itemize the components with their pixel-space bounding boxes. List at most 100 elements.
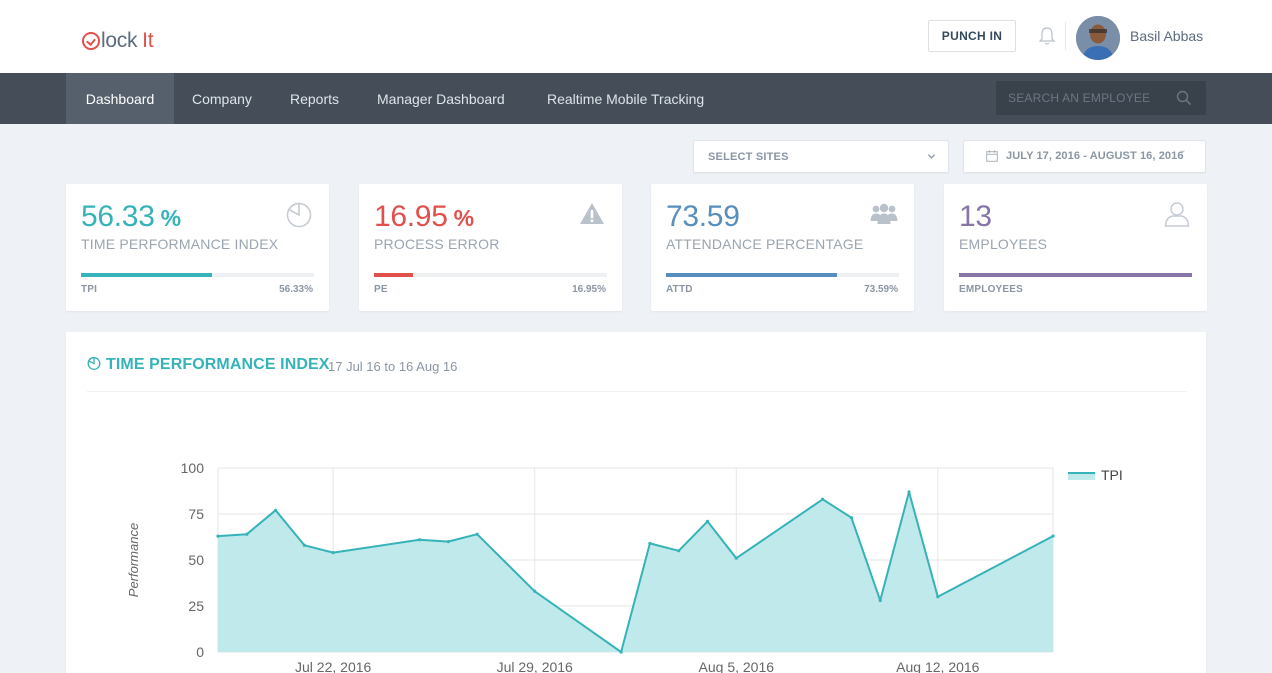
progress-track [374, 273, 607, 277]
progress-fill [81, 273, 213, 277]
app-logo[interactable]: lock It [82, 27, 154, 55]
y-tick-label: 50 [188, 552, 204, 568]
tpi-data-point [705, 519, 710, 523]
punch-in-button[interactable]: PUNCH IN [928, 20, 1016, 52]
tpi-data-point [734, 556, 738, 560]
tpi-data-point [446, 540, 450, 544]
tpi-series-line [217, 490, 1054, 653]
tpi-card: 56.33% TIME PERFORMANCE INDEX TPI 56.33% [66, 184, 329, 311]
attendance-card: 73.59 ATTENDANCE PERCENTAGE ATTD 73.59% [651, 184, 914, 311]
card-number: 73.59 [666, 200, 740, 233]
user-name[interactable]: Basil Abbas [1130, 28, 1204, 44]
progress-track [81, 273, 314, 277]
legend-label: TPI [1101, 467, 1123, 483]
progress-track [666, 273, 899, 277]
tpi-data-point [273, 508, 278, 512]
card-title: TIME PERFORMANCE INDEX [81, 236, 279, 252]
date-range-picker[interactable]: JULY 17, 2016 - AUGUST 16, 2016 ˇ [963, 140, 1206, 173]
tpi-data-point [475, 532, 479, 536]
tpi-data-point [417, 538, 422, 542]
pie-chart-icon [87, 357, 101, 370]
card-sub-value: 16.95% [572, 284, 606, 295]
tpi-data-point [302, 543, 306, 547]
main-nav: Dashboard Company Reports Manager Dashbo… [0, 73, 1272, 124]
date-range-label: JULY 17, 2016 - AUGUST 16, 2016 [1006, 150, 1184, 162]
clock-logo-icon [82, 32, 100, 50]
card-title: ATTENDANCE PERCENTAGE [666, 236, 864, 252]
y-tick-label: 25 [188, 598, 204, 614]
pie-chart-icon [286, 202, 312, 228]
card-sub-label: TPI [81, 284, 98, 295]
card-unit: % [453, 205, 474, 231]
y-tick-label: 0 [196, 644, 204, 660]
card-value: 13 [959, 200, 998, 234]
legend-swatch-fill [1068, 472, 1095, 480]
bell-icon[interactable] [1038, 26, 1056, 46]
card-value: 56.33% [81, 200, 181, 234]
tpi-data-point [648, 541, 652, 546]
logo-word-1: lock [101, 29, 138, 52]
nav-item-realtime-mobile-tracking[interactable]: Realtime Mobile Tracking [547, 90, 705, 107]
select-sites-label: SELECT SITES [708, 151, 789, 163]
nav-item-company[interactable]: Company [192, 90, 252, 107]
card-sub-label: EMPLOYEES [959, 284, 1024, 295]
tpi-data-point [677, 549, 681, 553]
card-number: 56.33 [81, 200, 155, 233]
tpi-data-point [533, 589, 537, 593]
chevron-down-icon [927, 154, 936, 159]
card-number: 13 [959, 200, 992, 233]
search-input[interactable] [996, 81, 1172, 115]
warning-icon [580, 203, 604, 224]
select-sites-dropdown[interactable]: SELECT SITES [693, 140, 949, 173]
card-value: 73.59 [666, 200, 746, 234]
panel-subtitle: 17 Jul 16 to 16 Aug 16 [328, 359, 458, 374]
tpi-data-point [936, 595, 940, 599]
user-icon [1164, 202, 1190, 227]
panel-title: TIME PERFORMANCE INDEX [106, 356, 330, 373]
panel-divider [87, 391, 1187, 392]
y-tick-label: 75 [188, 506, 204, 522]
x-tick-label: Aug 12, 2016 [896, 659, 980, 673]
calendar-icon [986, 150, 998, 162]
nav-item-dashboard[interactable]: Dashboard [66, 73, 174, 124]
nav-item-manager-dashboard[interactable]: Manager Dashboard [377, 90, 505, 107]
card-sub-value: 56.33% [279, 284, 313, 295]
tpi-data-point [331, 551, 335, 555]
nav-item-reports[interactable]: Reports [290, 90, 340, 107]
tpi-data-point [1051, 534, 1055, 538]
card-title: PROCESS ERROR [374, 236, 500, 252]
tpi-chart-panel: TIME PERFORMANCE INDEX 17 Jul 16 to 16 A… [66, 332, 1206, 673]
top-header: lock It PUNCH IN Basil Abbas [0, 0, 1272, 73]
card-sub-value: 73.59% [864, 284, 898, 295]
process-error-card: 16.95% PROCESS ERROR PE 16.95% [359, 184, 622, 311]
card-sub-label: ATTD [666, 284, 693, 295]
progress-fill [374, 273, 414, 277]
search-icon[interactable] [1176, 90, 1192, 106]
users-icon [870, 203, 898, 224]
progress-track [959, 273, 1192, 277]
card-sub-label: PE [374, 284, 388, 295]
card-title: EMPLOYEES [959, 236, 1048, 252]
card-value: 16.95% [374, 200, 474, 234]
header-divider [1065, 22, 1066, 50]
x-tick-label: Aug 5, 2016 [699, 659, 775, 673]
progress-fill [959, 273, 1192, 277]
tpi-data-point [849, 516, 854, 520]
x-tick-label: Jul 29, 2016 [497, 659, 573, 673]
card-unit: % [160, 205, 181, 231]
x-tick-label: Jul 22, 2016 [295, 659, 371, 673]
card-number: 16.95 [374, 200, 448, 233]
tpi-data-point [216, 534, 220, 538]
y-axis-label: Performance [126, 523, 141, 597]
tpi-data-point [907, 490, 911, 494]
y-tick-label: 100 [181, 460, 205, 476]
tpi-data-point [878, 598, 882, 603]
progress-fill [666, 273, 838, 277]
tpi-data-point [821, 497, 825, 501]
logo-word-2: It [142, 29, 154, 52]
caret-down-icon: ˇ [1181, 148, 1185, 162]
employees-card: 13 EMPLOYEES EMPLOYEES [944, 184, 1207, 311]
avatar[interactable] [1076, 16, 1120, 60]
tpi-series-area [218, 491, 1053, 652]
employee-search [996, 81, 1206, 115]
